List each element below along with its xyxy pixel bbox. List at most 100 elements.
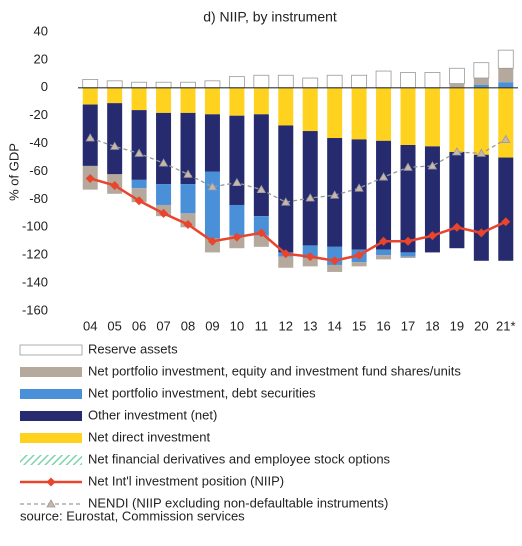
bar-segment	[498, 87, 514, 158]
line-marker	[452, 147, 462, 156]
bar-segment	[131, 179, 147, 189]
bar-segment	[351, 74, 368, 89]
line	[89, 177, 507, 263]
bar-segment	[228, 76, 245, 89]
line	[90, 137, 507, 203]
line-marker	[110, 180, 120, 190]
bar-segment	[302, 77, 319, 89]
bar-segment	[180, 112, 196, 185]
x-tick-label: 21*	[496, 318, 516, 333]
bar-segment	[497, 49, 514, 69]
y-tick-label: -140	[22, 275, 48, 290]
legend-swatch	[20, 455, 82, 465]
bar-segment	[107, 87, 123, 104]
line-marker	[305, 193, 315, 202]
x-tick-label: 14	[327, 318, 341, 333]
x-tick-label: 19	[450, 318, 464, 333]
bar-segment	[376, 87, 392, 141]
x-tick-label: 05	[107, 318, 121, 333]
x-tick-label: 11	[255, 318, 269, 333]
bar-segment	[473, 85, 489, 88]
bar-segment	[204, 171, 220, 239]
x-tick-label: 18	[425, 318, 439, 333]
bar-segment	[156, 184, 172, 205]
line-marker	[183, 220, 193, 230]
bar-segment	[327, 87, 343, 139]
bar-segment	[400, 256, 416, 258]
source-note: source: Eurostat, Commission services	[20, 508, 245, 523]
line-marker	[330, 256, 340, 266]
line-marker	[305, 252, 315, 262]
bar-segment	[375, 70, 392, 89]
bar-segment	[302, 131, 318, 246]
line-marker	[232, 177, 242, 187]
bar-segment	[82, 87, 98, 105]
bar-segment	[400, 144, 416, 253]
line-marker	[158, 158, 169, 167]
legend-label: Net portfolio investment, equity and inv…	[88, 363, 461, 378]
legend-label: Other investment (net)	[88, 407, 217, 422]
bar-segment	[351, 139, 367, 250]
line-marker	[134, 196, 144, 206]
bar-segment	[180, 87, 196, 113]
line-marker	[256, 184, 267, 194]
x-tick-label: 13	[303, 318, 317, 333]
line-marker	[159, 208, 169, 218]
x-tick-label: 12	[279, 318, 293, 333]
bar-segment	[253, 235, 269, 247]
bar-segment	[327, 264, 343, 272]
line-marker	[476, 148, 487, 157]
y-axis-label: % of GDP	[6, 143, 21, 201]
bar-segment	[156, 87, 172, 113]
bar-segment	[155, 81, 172, 89]
bar-segment	[449, 87, 465, 152]
bar-segment	[278, 87, 294, 126]
legend-swatch	[20, 367, 82, 377]
x-tick-label: 16	[376, 318, 390, 333]
bar-segment	[351, 262, 367, 267]
bar-segment	[473, 62, 490, 79]
bar-segment	[131, 81, 148, 89]
y-tick-label: -80	[29, 191, 48, 206]
bar-segment	[400, 252, 416, 257]
legend-swatch	[20, 411, 82, 421]
legend-label: Reserve assets	[88, 341, 178, 356]
line-marker	[379, 236, 389, 246]
bar-segment	[253, 114, 269, 217]
bar-segment	[400, 72, 416, 89]
y-tick-label: -60	[29, 163, 48, 178]
bar-segment	[180, 81, 196, 89]
line-marker	[256, 228, 266, 238]
x-tick-label: 04	[83, 318, 97, 333]
line-marker	[281, 197, 291, 206]
bar-segment	[498, 68, 514, 83]
bar-segment	[351, 87, 367, 140]
bar-segment	[229, 204, 245, 236]
bar-segment	[473, 78, 489, 86]
bar-segment	[424, 72, 441, 89]
bar-segment	[400, 87, 416, 145]
bar-segment	[180, 184, 196, 214]
y-tick-label: 20	[34, 51, 48, 66]
bar-segment	[424, 146, 440, 253]
line-marker	[452, 222, 462, 232]
bar-segment	[278, 256, 294, 268]
bar-segment	[131, 87, 147, 111]
bar-segment	[156, 112, 172, 185]
line-marker	[207, 182, 218, 191]
bar-segment	[107, 103, 123, 175]
line-marker	[281, 249, 291, 259]
x-tick-label: 10	[230, 318, 244, 333]
bar-segment	[376, 249, 392, 256]
x-tick-label: 20	[474, 318, 488, 333]
bar-segment	[277, 74, 294, 89]
y-tick-label: -40	[29, 135, 48, 150]
bar-segment	[424, 87, 440, 147]
line-marker	[207, 236, 217, 246]
legend-swatch	[19, 344, 83, 356]
y-tick-label: -120	[22, 247, 48, 262]
bar-segment	[204, 87, 220, 115]
line-marker	[427, 231, 437, 241]
bar-segment	[448, 67, 465, 85]
